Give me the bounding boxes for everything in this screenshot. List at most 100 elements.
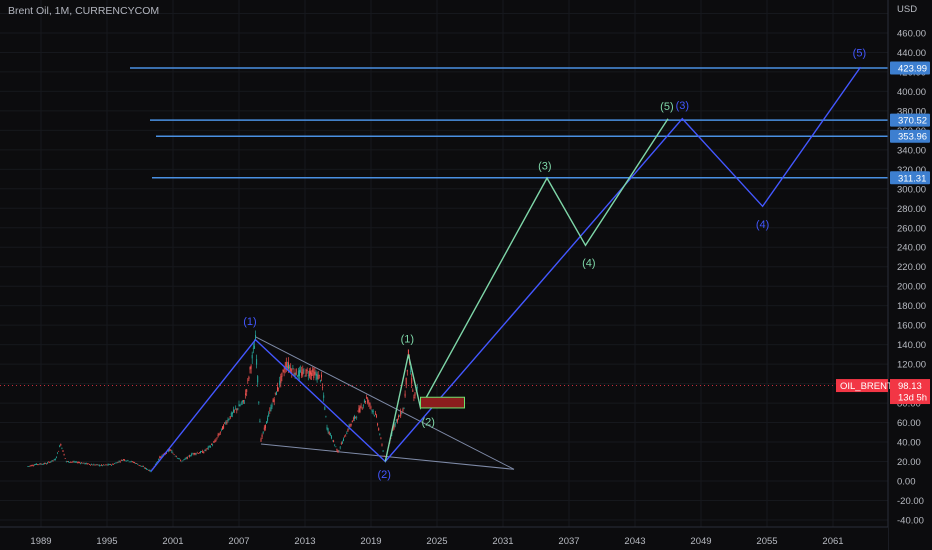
candle-body bbox=[30, 465, 32, 467]
candle-body bbox=[268, 413, 270, 417]
candle-body bbox=[51, 460, 53, 462]
candle-body bbox=[99, 465, 101, 467]
price-tick-label: 60.00 bbox=[897, 418, 921, 429]
price-axis-bg bbox=[888, 0, 932, 550]
candle-body bbox=[183, 459, 185, 460]
candle-body bbox=[77, 462, 79, 463]
candle-body bbox=[211, 443, 212, 445]
price-tick-label: 40.00 bbox=[897, 438, 921, 449]
candle-body bbox=[259, 420, 261, 423]
candle-body bbox=[347, 429, 349, 432]
candle-body bbox=[80, 462, 82, 464]
candle-body bbox=[168, 450, 170, 452]
candle-body bbox=[217, 434, 219, 437]
candle-body bbox=[307, 375, 309, 376]
time-tick-label: 1995 bbox=[96, 536, 117, 547]
candle-body bbox=[333, 440, 335, 442]
price-tick-label: -40.00 bbox=[897, 515, 924, 526]
candle-body bbox=[140, 465, 142, 467]
candle-body bbox=[318, 374, 320, 376]
wave-path-1 bbox=[150, 66, 862, 472]
candle-body bbox=[201, 451, 203, 452]
candle-body bbox=[147, 469, 149, 470]
time-axis[interactable]: 1989 1995 2001 2007 2013 2019 2025 2031 2037 2043… bbox=[0, 526, 888, 550]
candle-body bbox=[234, 409, 236, 411]
wave-label: (1) bbox=[401, 334, 414, 346]
candle-body bbox=[261, 434, 263, 438]
candle-body bbox=[123, 459, 124, 460]
horizontal-levels[interactable] bbox=[130, 67, 888, 179]
candle-body bbox=[33, 464, 35, 466]
candle-body bbox=[272, 399, 274, 403]
candle-body bbox=[44, 463, 46, 464]
candle-body bbox=[317, 374, 319, 380]
elliott-waves[interactable]: (1) (2) (3) (4) (5) (1) (2) (3) (4) (5) bbox=[150, 47, 866, 481]
candle-body bbox=[262, 431, 264, 433]
target-box[interactable] bbox=[420, 396, 465, 409]
candle-body bbox=[146, 468, 148, 470]
candle-body bbox=[95, 464, 97, 466]
candle-body bbox=[226, 422, 228, 424]
candle-body bbox=[402, 409, 404, 412]
candle-body bbox=[92, 464, 94, 466]
candle-body bbox=[189, 455, 190, 457]
candle-body bbox=[197, 453, 199, 454]
candle-body bbox=[104, 465, 106, 466]
level-badge-text: 353.96 bbox=[898, 132, 927, 143]
candle-body bbox=[220, 428, 222, 430]
time-tick-label: 2001 bbox=[162, 536, 183, 547]
candle-body bbox=[88, 464, 90, 465]
candle-body bbox=[149, 469, 151, 472]
price-axis[interactable]: USD-40.00-20.000.0020.0040.0060.0080.001… bbox=[887, 0, 932, 550]
candle-body bbox=[127, 460, 129, 461]
wave-label: (1) bbox=[243, 316, 256, 328]
wave-label: (3) bbox=[538, 160, 551, 172]
candle-body bbox=[365, 401, 366, 403]
candle-body bbox=[172, 453, 174, 454]
candle-body bbox=[134, 462, 135, 463]
candle-body bbox=[48, 461, 50, 463]
wave-label: (4) bbox=[582, 258, 595, 270]
candle-body bbox=[196, 452, 198, 454]
candle-body bbox=[157, 461, 159, 462]
candle-body bbox=[136, 463, 138, 464]
candle-body bbox=[361, 408, 363, 409]
price-tick-label: 440.00 bbox=[897, 48, 926, 59]
wave-label: (2) bbox=[377, 469, 390, 481]
level-badge bbox=[890, 61, 930, 75]
time-tick-label: 2043 bbox=[624, 536, 645, 547]
candle-body bbox=[344, 435, 346, 437]
candle-body bbox=[286, 366, 288, 369]
candle-body bbox=[37, 464, 39, 465]
candle-body bbox=[113, 464, 115, 465]
candle-body bbox=[224, 422, 226, 424]
candle-body bbox=[314, 372, 316, 375]
candle-body bbox=[70, 461, 72, 463]
level-badge bbox=[890, 113, 930, 127]
candle-body bbox=[395, 419, 397, 422]
candle-body bbox=[117, 461, 119, 463]
candle-body bbox=[173, 454, 175, 455]
price-tick-label: 380.00 bbox=[897, 106, 926, 117]
wave-label: (3) bbox=[676, 100, 689, 112]
candle-body bbox=[377, 423, 379, 425]
candle-body bbox=[43, 462, 45, 464]
candle-body bbox=[335, 446, 337, 448]
candle-body bbox=[38, 464, 40, 465]
candle-body bbox=[145, 467, 146, 469]
candle-body bbox=[119, 461, 121, 463]
candle-body bbox=[54, 459, 56, 461]
candle-body bbox=[55, 457, 57, 458]
candle-body bbox=[394, 422, 396, 426]
candle-body bbox=[257, 376, 259, 383]
candle-body bbox=[311, 372, 313, 377]
candle-body bbox=[170, 450, 172, 451]
candle-body bbox=[114, 463, 116, 465]
candle-body bbox=[213, 442, 215, 443]
symbol-title[interactable]: Brent Oil, 1M, CURRENCYCOM bbox=[8, 5, 160, 17]
candle-body bbox=[159, 456, 161, 458]
price-tick-label: 20.00 bbox=[897, 457, 921, 468]
candle-body bbox=[49, 461, 51, 463]
candle-body bbox=[294, 373, 296, 377]
